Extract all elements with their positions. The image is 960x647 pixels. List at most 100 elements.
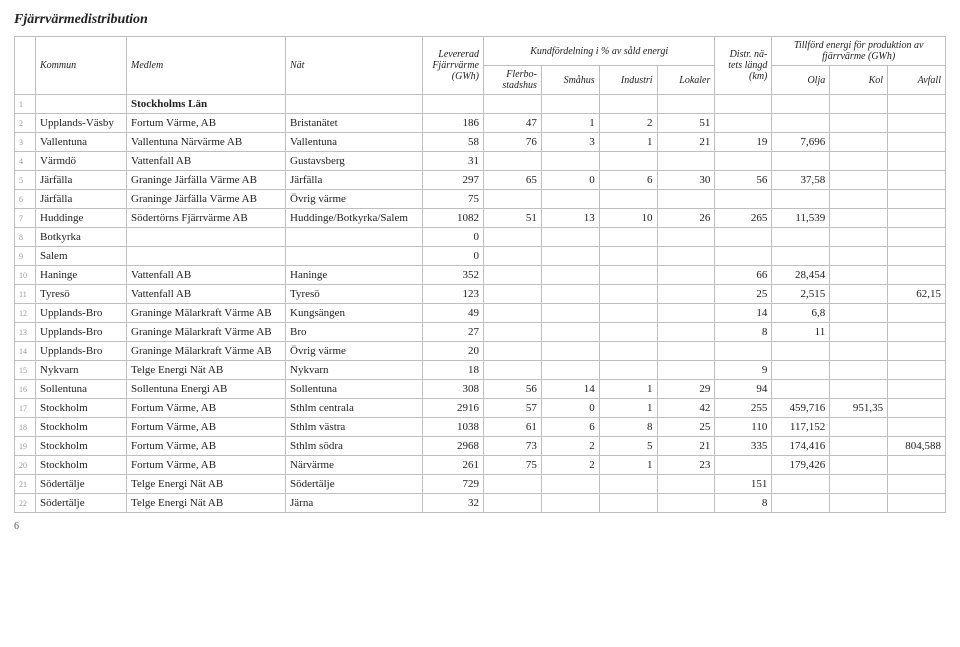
cell-ind bbox=[599, 361, 657, 380]
cell-nat: Nykvarn bbox=[286, 361, 423, 380]
cell-avf bbox=[888, 228, 946, 247]
cell-lok bbox=[657, 323, 715, 342]
row-num: 5 bbox=[15, 171, 36, 190]
cell-sma bbox=[541, 228, 599, 247]
cell-medlem bbox=[127, 228, 286, 247]
row-num: 6 bbox=[15, 190, 36, 209]
cell-kol bbox=[830, 266, 888, 285]
cell-avf bbox=[888, 190, 946, 209]
cell-sma bbox=[541, 361, 599, 380]
table-row: 18StockholmFortum Värme, ABSthlm västra1… bbox=[15, 418, 946, 437]
cell-nat: Huddinge/Botkyrka/Salem bbox=[286, 209, 423, 228]
cell-lok bbox=[657, 494, 715, 513]
cell-sma bbox=[541, 285, 599, 304]
cell-dis bbox=[715, 114, 772, 133]
cell-ind: 1 bbox=[599, 133, 657, 152]
cell-dis: 56 bbox=[715, 171, 772, 190]
cell-dis: 19 bbox=[715, 133, 772, 152]
cell-dis: 14 bbox=[715, 304, 772, 323]
cell-nat: Tyresö bbox=[286, 285, 423, 304]
cell-dis bbox=[715, 190, 772, 209]
cell-kommun: Salem bbox=[36, 247, 127, 266]
cell-ind: 8 bbox=[599, 418, 657, 437]
cell-avf bbox=[888, 361, 946, 380]
col-medlem: Medlem bbox=[127, 37, 286, 95]
cell-avf: 62,15 bbox=[888, 285, 946, 304]
cell-avf bbox=[888, 171, 946, 190]
cell-olj bbox=[772, 247, 830, 266]
cell-kommun: Upplands-Bro bbox=[36, 304, 127, 323]
cell-olj: 2,515 bbox=[772, 285, 830, 304]
cell-ind bbox=[599, 475, 657, 494]
row-num: 15 bbox=[15, 361, 36, 380]
cell-kommun: Upplands-Bro bbox=[36, 342, 127, 361]
cell-medlem: Sollentuna Energi AB bbox=[127, 380, 286, 399]
cell-lok bbox=[657, 342, 715, 361]
row-num: 16 bbox=[15, 380, 36, 399]
col-avfall: Avfall bbox=[888, 66, 946, 95]
table-row: 6JärfällaGraninge Järfälla Värme ABÖvrig… bbox=[15, 190, 946, 209]
row-num: 17 bbox=[15, 399, 36, 418]
cell-sma: 13 bbox=[541, 209, 599, 228]
cell-lok: 29 bbox=[657, 380, 715, 399]
cell-sma bbox=[541, 475, 599, 494]
row-num: 20 bbox=[15, 456, 36, 475]
cell-flb: 73 bbox=[484, 437, 542, 456]
cell-ind: 2 bbox=[599, 114, 657, 133]
cell-medlem: Vattenfall AB bbox=[127, 266, 286, 285]
header-group-row: Kommun Medlem Nät Levererad Fjärrvärme (… bbox=[15, 37, 946, 66]
cell-lev: 352 bbox=[423, 266, 484, 285]
cell-nat: Bro bbox=[286, 323, 423, 342]
cell-lev: 308 bbox=[423, 380, 484, 399]
data-table: Kommun Medlem Nät Levererad Fjärrvärme (… bbox=[14, 36, 946, 513]
cell-kol bbox=[830, 133, 888, 152]
cell-avf bbox=[888, 475, 946, 494]
cell-kol bbox=[830, 494, 888, 513]
cell-sma bbox=[541, 152, 599, 171]
cell-ind bbox=[599, 323, 657, 342]
cell-dis: 66 bbox=[715, 266, 772, 285]
cell-kommun: Värmdö bbox=[36, 152, 127, 171]
cell-flb bbox=[484, 190, 542, 209]
col-dis: Distr. nä-tets längd (km) bbox=[715, 37, 772, 95]
cell-dis bbox=[715, 152, 772, 171]
cell-lev: 0 bbox=[423, 228, 484, 247]
cell-kol bbox=[830, 304, 888, 323]
table-row: 8Botkyrka0 bbox=[15, 228, 946, 247]
cell-lok: 21 bbox=[657, 437, 715, 456]
cell-lok: 42 bbox=[657, 399, 715, 418]
cell-flb bbox=[484, 304, 542, 323]
page-number: 6 bbox=[14, 521, 946, 532]
row-num: 14 bbox=[15, 342, 36, 361]
cell-olj: 11,539 bbox=[772, 209, 830, 228]
cell-medlem: Vattenfall AB bbox=[127, 285, 286, 304]
row-num: 7 bbox=[15, 209, 36, 228]
cell-avf bbox=[888, 209, 946, 228]
cell-sma bbox=[541, 323, 599, 342]
cell-lev: 31 bbox=[423, 152, 484, 171]
cell-kommun: Stockholm bbox=[36, 418, 127, 437]
cell-kol bbox=[830, 418, 888, 437]
cell-kommun: Stockholm bbox=[36, 456, 127, 475]
cell-sma: 1 bbox=[541, 114, 599, 133]
cell-olj: 174,416 bbox=[772, 437, 830, 456]
cell-avf bbox=[888, 152, 946, 171]
cell-medlem: Fortum Värme, AB bbox=[127, 418, 286, 437]
row-num: 4 bbox=[15, 152, 36, 171]
cell-kol bbox=[830, 209, 888, 228]
table-row: 19StockholmFortum Värme, ABSthlm södra29… bbox=[15, 437, 946, 456]
cell-flb: 65 bbox=[484, 171, 542, 190]
cell-sma: 2 bbox=[541, 437, 599, 456]
cell-kol bbox=[830, 285, 888, 304]
cell-lev: 27 bbox=[423, 323, 484, 342]
cell-sma: 0 bbox=[541, 399, 599, 418]
cell-lev: 75 bbox=[423, 190, 484, 209]
cell-lev: 0 bbox=[423, 247, 484, 266]
cell-lev: 123 bbox=[423, 285, 484, 304]
cell-ind: 1 bbox=[599, 380, 657, 399]
cell-kommun: Sollentuna bbox=[36, 380, 127, 399]
cell-ind bbox=[599, 285, 657, 304]
cell-olj: 459,716 bbox=[772, 399, 830, 418]
cell-medlem: Södertörns Fjärrvärme AB bbox=[127, 209, 286, 228]
cell-flb: 61 bbox=[484, 418, 542, 437]
